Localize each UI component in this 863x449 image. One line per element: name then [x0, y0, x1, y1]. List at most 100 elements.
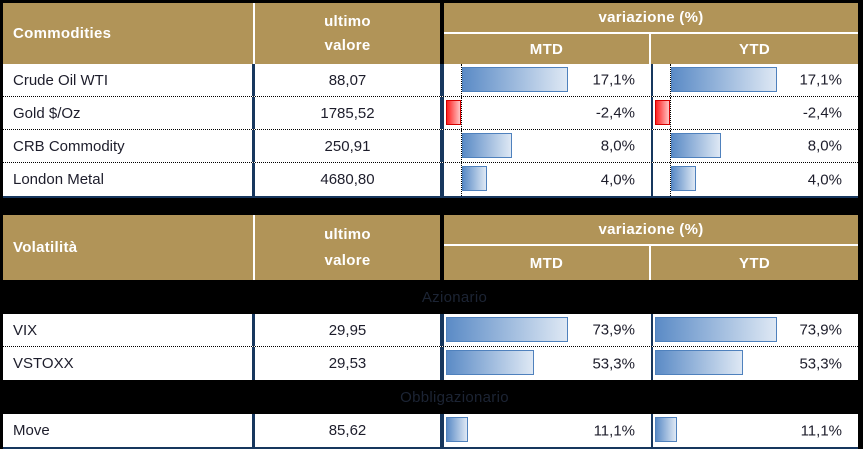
ytd-positive-bar [655, 317, 777, 342]
mtd-positive-bar [462, 67, 568, 92]
last-value-cell: 4680,80 [255, 163, 444, 196]
table-title: Commodities [3, 3, 255, 64]
instrument-name: Move [13, 422, 50, 439]
last-value-cell: 29,95 [255, 314, 444, 346]
mtd-percent-value: 53,3% [592, 355, 635, 372]
last-value-header-line1: ultimo [324, 226, 371, 244]
variation-group-header: variazione (%) MTD YTD [444, 215, 858, 280]
mtd-percent-value: 11,1% [593, 422, 635, 439]
ytd-bar-cell: 11,1% [651, 414, 858, 447]
mtd-column-header: MTD [444, 246, 651, 280]
commodities-table-header: Commodities ultimo valore variazione (%)… [3, 3, 858, 64]
commodities-table: Commodities ultimo valore variazione (%)… [3, 3, 858, 198]
mtd-bar-cell: -2,4% [444, 97, 651, 129]
mtd-column-header: MTD [444, 34, 651, 64]
ytd-percent-value: 73,9% [799, 321, 842, 339]
last-value-header-line1: ultimo [324, 13, 371, 31]
last-value: 29,95 [328, 321, 367, 339]
ytd-bar-cell: 73,9% [651, 314, 858, 346]
last-value-header-line2: valore [324, 36, 371, 54]
instrument-name-cell: CRB Commodity [3, 130, 255, 162]
zero-axis-line [461, 163, 462, 196]
instrument-name-cell: Gold $/Oz [3, 97, 255, 129]
mtd-percent-value: 73,9% [592, 321, 635, 339]
instrument-name: CRB Commodity [13, 137, 125, 155]
ytd-column-header: YTD [739, 40, 770, 58]
table-row: Move 85,62 11,1% 11,1% [3, 414, 858, 447]
zero-axis-line [670, 130, 671, 162]
ytd-bar-cell: 53,3% [651, 347, 858, 380]
instrument-name-cell: Crude Oil WTI [3, 64, 255, 96]
last-value: 88,07 [328, 71, 367, 89]
last-value-cell: 250,91 [255, 130, 444, 162]
last-value-cell: 85,62 [255, 414, 444, 447]
mtd-positive-bar [462, 166, 487, 191]
variation-group-title: variazione (%) [444, 3, 858, 34]
variation-group-title: variazione (%) [444, 215, 858, 246]
ytd-bar-cell: 4,0% [651, 163, 858, 196]
mtd-bar-cell: 73,9% [444, 314, 651, 346]
table-row: CRB Commodity 250,91 8,0% 8,0% [3, 130, 858, 163]
ytd-column-header: YTD [739, 254, 770, 272]
instrument-name: London Metal [13, 171, 104, 188]
ytd-percent-value: 17,1% [799, 71, 842, 89]
mtd-bar-cell: 4,0% [444, 163, 651, 196]
section-band-label: Azionario [421, 288, 488, 306]
last-value-cell: 1785,52 [255, 97, 444, 129]
zero-axis-line [461, 97, 462, 129]
table-row: Crude Oil WTI 88,07 17,1% 17,1% [3, 64, 858, 97]
table-row: VIX 29,95 73,9% 73,9% [3, 314, 858, 347]
ytd-bar-cell: -2,4% [651, 97, 858, 129]
zero-axis-line [670, 64, 671, 96]
table-title: Volatilità [3, 215, 255, 280]
ytd-percent-value: 53,3% [799, 355, 842, 372]
last-value: 250,91 [324, 137, 371, 155]
section-band-label: Obbligazionario [400, 388, 509, 406]
zero-axis-line [670, 163, 671, 196]
zero-axis-line [670, 97, 671, 129]
ytd-positive-bar [671, 133, 721, 158]
instrument-name-cell: London Metal [3, 163, 255, 196]
ytd-positive-bar [655, 417, 677, 442]
zero-axis-line [461, 130, 462, 162]
ytd-positive-bar [671, 166, 696, 191]
table-row: London Metal 4680,80 4,0% 4,0% [3, 163, 858, 196]
instrument-name: Gold $/Oz [13, 104, 81, 122]
last-value-cell: 29,53 [255, 347, 444, 380]
last-value: 29,53 [328, 355, 367, 372]
instrument-name-cell: VIX [3, 314, 255, 346]
ytd-positive-bar [655, 350, 743, 375]
last-value-cell: 88,07 [255, 64, 444, 96]
instrument-name-cell: VSTOXX [3, 347, 255, 380]
section-band: Azionario [3, 280, 858, 314]
volatility-table-body: Azionario VIX 29,95 73,9% 73,9% VSTOXX 29,53 53… [3, 280, 858, 449]
mtd-percent-value: -2,4% [595, 104, 635, 122]
last-value-column-header: ultimo valore [255, 215, 444, 280]
last-value: 85,62 [328, 422, 367, 439]
instrument-name: VIX [13, 321, 38, 339]
mtd-bar-cell: 11,1% [444, 414, 651, 447]
mtd-bar-cell: 8,0% [444, 130, 651, 162]
ytd-percent-value: 4,0% [807, 171, 842, 188]
section-band: Obbligazionario [3, 380, 858, 414]
ytd-bar-cell: 8,0% [651, 130, 858, 162]
mtd-percent-value: 8,0% [600, 137, 635, 155]
last-value: 4680,80 [320, 171, 375, 188]
instrument-name: VSTOXX [13, 355, 74, 372]
mtd-positive-bar [446, 317, 568, 342]
mtd-positive-bar [462, 133, 512, 158]
ytd-bar-cell: 17,1% [651, 64, 858, 96]
mtd-bar-cell: 17,1% [444, 64, 651, 96]
instrument-name: Crude Oil WTI [13, 71, 109, 89]
mtd-positive-bar [446, 350, 534, 375]
mtd-bar-cell: 53,3% [444, 347, 651, 380]
ytd-positive-bar [671, 67, 777, 92]
last-value-column-header: ultimo valore [255, 3, 444, 64]
mtd-percent-value: 17,1% [592, 71, 635, 89]
ytd-percent-value: -2,4% [802, 104, 842, 122]
zero-axis-line [461, 64, 462, 96]
mtd-positive-bar [446, 417, 468, 442]
mtd-percent-value: 4,0% [600, 171, 635, 188]
variation-group-header: variazione (%) MTD YTD [444, 3, 858, 64]
